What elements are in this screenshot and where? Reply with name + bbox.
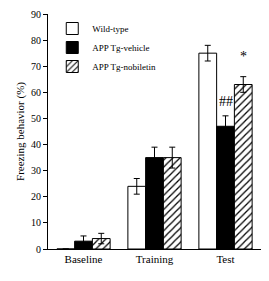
- svg-text:0: 0: [36, 244, 41, 255]
- svg-text:70: 70: [31, 61, 41, 72]
- svg-text:##: ##: [219, 94, 233, 109]
- svg-text:*: *: [240, 49, 247, 64]
- svg-text:10: 10: [31, 217, 41, 228]
- svg-text:APP Tg-vehicle: APP Tg-vehicle: [92, 43, 149, 53]
- svg-text:Training: Training: [136, 253, 174, 265]
- svg-text:Freezing behavior (%): Freezing behavior (%): [14, 82, 27, 181]
- svg-text:90: 90: [31, 9, 41, 20]
- svg-text:Baseline: Baseline: [65, 253, 103, 265]
- svg-text:40: 40: [31, 139, 41, 150]
- svg-text:20: 20: [31, 191, 41, 202]
- svg-text:APP Tg-nobiletin: APP Tg-nobiletin: [92, 62, 156, 72]
- svg-text:50: 50: [31, 113, 41, 124]
- svg-text:30: 30: [31, 165, 41, 176]
- svg-text:Test: Test: [216, 253, 234, 265]
- svg-text:80: 80: [31, 35, 41, 46]
- svg-text:Wild-type: Wild-type: [92, 24, 128, 34]
- svg-text:60: 60: [31, 87, 41, 98]
